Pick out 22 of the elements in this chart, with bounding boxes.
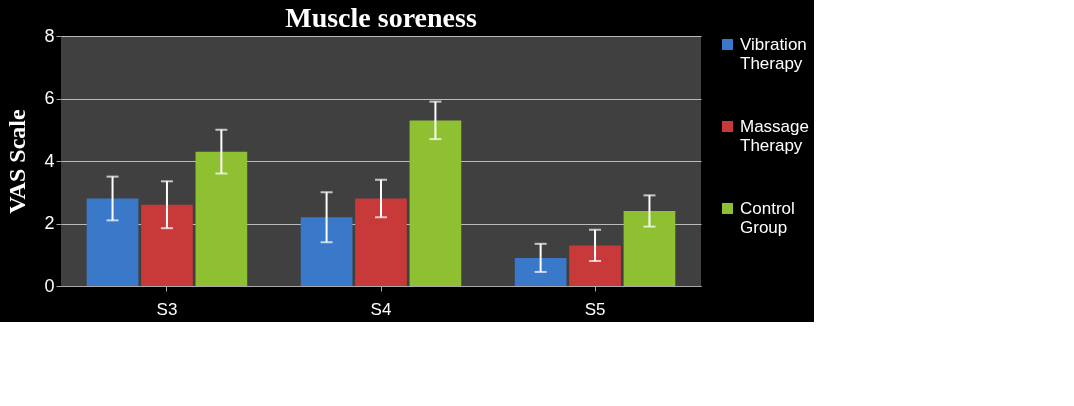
y-tick-label: 0 <box>44 275 55 296</box>
y-axis-title: VAS Scale <box>4 109 31 214</box>
legend-label: Massage Therapy <box>740 116 809 155</box>
chart-title: Muscle soreness <box>285 2 477 33</box>
bar <box>141 204 193 286</box>
y-tick-label: 2 <box>44 213 55 233</box>
bar <box>195 151 248 286</box>
bar <box>86 198 139 286</box>
bar <box>514 257 567 286</box>
y-tick-label: 4 <box>44 150 55 171</box>
x-tick-label: S4 <box>370 299 392 319</box>
x-tick-label: S5 <box>584 299 606 319</box>
x-tick-label: S3 <box>156 299 178 319</box>
bar <box>300 217 353 286</box>
bar <box>409 120 462 286</box>
y-tick-label: 6 <box>44 88 55 108</box>
bar <box>623 211 676 286</box>
legend-label: Vibration Therapy <box>740 34 807 73</box>
legend-label: Control Group <box>740 198 795 237</box>
bar <box>355 198 407 286</box>
y-tick-label: 8 <box>44 25 55 46</box>
bar <box>569 245 621 286</box>
